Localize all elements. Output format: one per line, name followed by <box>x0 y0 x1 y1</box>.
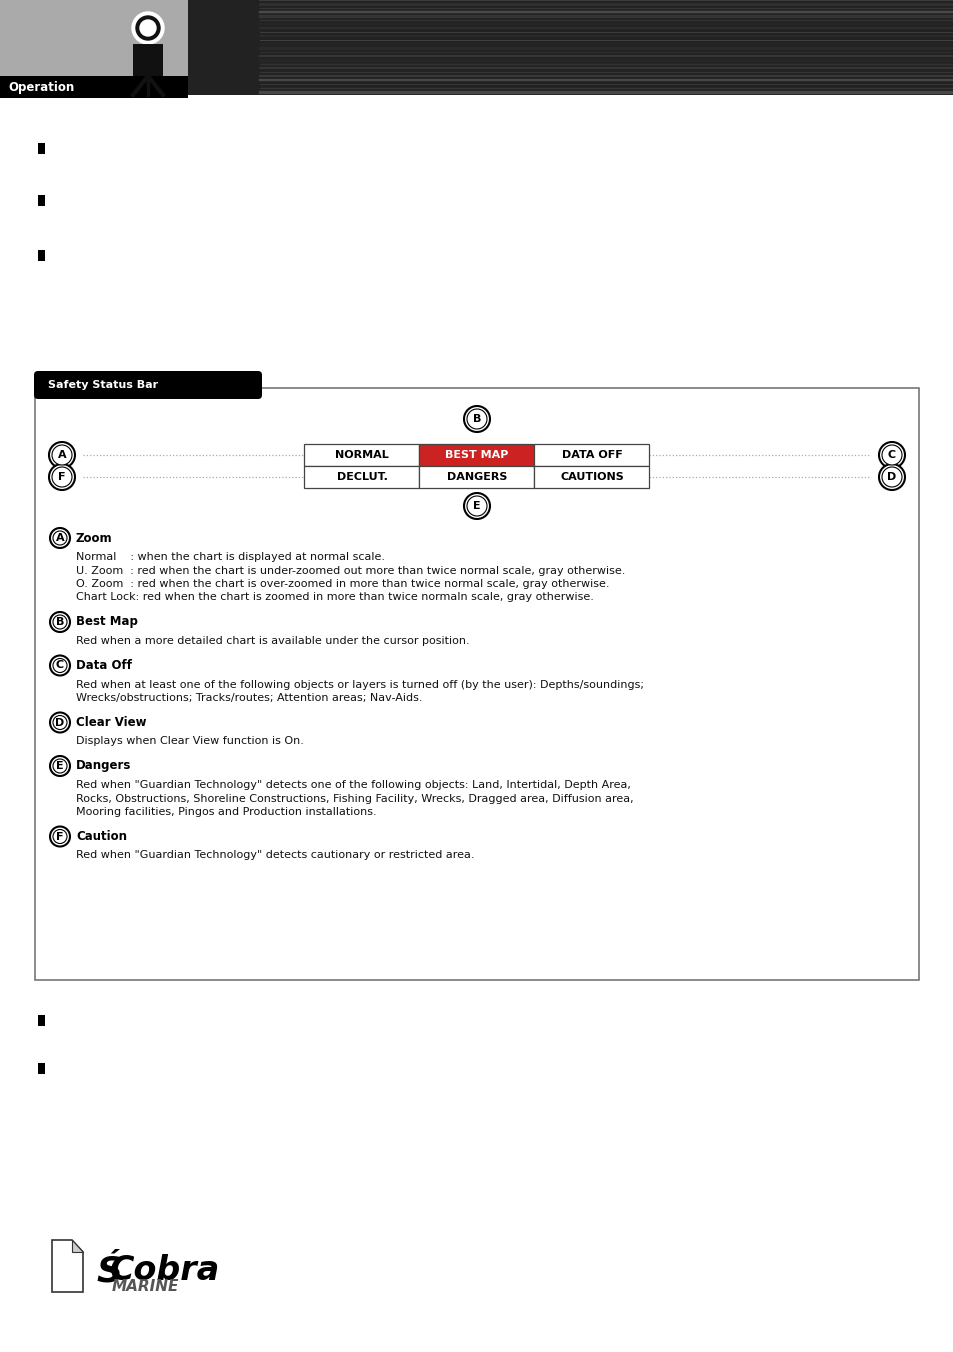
Text: CAUTIONS: CAUTIONS <box>559 472 623 483</box>
Text: Safety Status Bar: Safety Status Bar <box>48 380 158 389</box>
FancyBboxPatch shape <box>34 370 262 399</box>
Circle shape <box>53 531 67 545</box>
FancyBboxPatch shape <box>38 250 45 261</box>
Circle shape <box>50 529 70 548</box>
Circle shape <box>50 656 70 676</box>
Text: E: E <box>473 502 480 511</box>
Text: C: C <box>56 661 64 671</box>
Circle shape <box>53 615 67 629</box>
Text: DATA OFF: DATA OFF <box>561 450 621 460</box>
Text: Zoom: Zoom <box>76 531 112 545</box>
Text: Dangers: Dangers <box>76 760 132 772</box>
FancyBboxPatch shape <box>534 466 649 488</box>
FancyBboxPatch shape <box>534 443 649 466</box>
FancyBboxPatch shape <box>304 466 419 488</box>
Text: Clear View: Clear View <box>76 717 147 729</box>
Text: D: D <box>886 472 896 483</box>
Text: E: E <box>56 761 64 771</box>
Text: B: B <box>56 617 64 627</box>
Circle shape <box>136 16 160 41</box>
FancyBboxPatch shape <box>35 388 918 980</box>
Circle shape <box>878 442 904 468</box>
Text: O. Zoom  : red when the chart is over-zoomed in more than twice normal scale, gr: O. Zoom : red when the chart is over-zoo… <box>76 579 609 589</box>
Circle shape <box>50 826 70 846</box>
Circle shape <box>467 410 486 429</box>
Circle shape <box>132 12 164 45</box>
FancyBboxPatch shape <box>38 195 45 206</box>
Text: U. Zoom  : red when the chart is under-zoomed out more than twice normal scale, : U. Zoom : red when the chart is under-zo… <box>76 565 625 576</box>
Text: Red when "Guardian Technology" detects one of the following objects: Land, Inter: Red when "Guardian Technology" detects o… <box>76 780 630 790</box>
Circle shape <box>50 756 70 776</box>
Text: Cobra: Cobra <box>110 1255 220 1287</box>
Circle shape <box>467 496 486 516</box>
FancyBboxPatch shape <box>304 443 419 466</box>
Circle shape <box>50 612 70 631</box>
Text: F: F <box>56 831 64 841</box>
Text: A: A <box>55 533 64 544</box>
Text: Red when a more detailed chart is available under the cursor position.: Red when a more detailed chart is availa… <box>76 635 469 646</box>
Text: NORMAL: NORMAL <box>335 450 389 460</box>
Text: DECLUT.: DECLUT. <box>336 472 387 483</box>
FancyBboxPatch shape <box>132 45 163 76</box>
Text: Red when "Guardian Technology" detects cautionary or restricted area.: Red when "Guardian Technology" detects c… <box>76 850 474 860</box>
FancyBboxPatch shape <box>0 76 188 97</box>
Circle shape <box>878 464 904 489</box>
FancyBboxPatch shape <box>419 443 534 466</box>
Text: Rocks, Obstructions, Shoreline Constructions, Fishing Facility, Wrecks, Dragged : Rocks, Obstructions, Shoreline Construct… <box>76 794 633 803</box>
Circle shape <box>53 758 67 773</box>
Text: MARINE: MARINE <box>112 1279 179 1294</box>
Text: Wrecks/obstructions; Tracks/routes; Attention areas; Nav-Aids.: Wrecks/obstructions; Tracks/routes; Atte… <box>76 694 422 703</box>
FancyBboxPatch shape <box>38 143 45 154</box>
Text: BEST MAP: BEST MAP <box>445 450 508 460</box>
Text: B: B <box>473 414 480 425</box>
Text: Displays when Clear View function is On.: Displays when Clear View function is On. <box>76 737 304 746</box>
Text: D: D <box>55 718 65 727</box>
Circle shape <box>463 493 490 519</box>
FancyBboxPatch shape <box>0 0 953 95</box>
Text: C: C <box>887 450 895 460</box>
Polygon shape <box>52 1240 83 1293</box>
Circle shape <box>53 715 67 730</box>
Text: A: A <box>57 450 67 460</box>
Text: Chart Lock: red when the chart is zoomed in more than twice normaIn scale, gray : Chart Lock: red when the chart is zoomed… <box>76 592 594 603</box>
Text: Best Map: Best Map <box>76 615 138 629</box>
Circle shape <box>52 445 71 465</box>
FancyBboxPatch shape <box>38 1063 45 1073</box>
Text: Normal    : when the chart is displayed at normal scale.: Normal : when the chart is displayed at … <box>76 552 385 562</box>
Text: Caution: Caution <box>76 830 127 844</box>
Text: Ś: Ś <box>96 1255 122 1288</box>
Circle shape <box>882 466 901 487</box>
FancyBboxPatch shape <box>419 466 534 488</box>
FancyBboxPatch shape <box>38 1015 45 1026</box>
Circle shape <box>53 658 67 672</box>
Circle shape <box>50 713 70 733</box>
Polygon shape <box>71 1240 83 1252</box>
FancyBboxPatch shape <box>0 0 188 95</box>
Circle shape <box>140 20 156 37</box>
Circle shape <box>52 466 71 487</box>
Text: F: F <box>58 472 66 483</box>
Text: Mooring facilities, Pingos and Production installations.: Mooring facilities, Pingos and Productio… <box>76 807 376 817</box>
Text: Data Off: Data Off <box>76 658 132 672</box>
Circle shape <box>49 464 75 489</box>
Circle shape <box>463 406 490 433</box>
Text: Operation: Operation <box>8 81 74 93</box>
Circle shape <box>49 442 75 468</box>
Text: DANGERS: DANGERS <box>446 472 507 483</box>
Circle shape <box>53 830 67 844</box>
Circle shape <box>882 445 901 465</box>
Text: Red when at least one of the following objects or layers is turned off (by the u: Red when at least one of the following o… <box>76 680 643 690</box>
